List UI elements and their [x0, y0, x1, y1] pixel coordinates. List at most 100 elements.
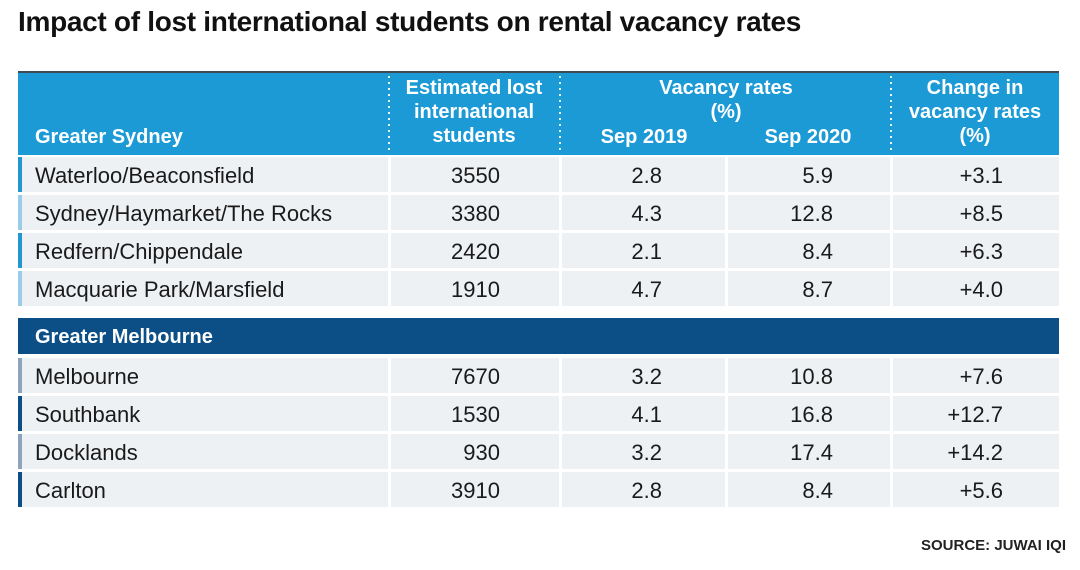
sydney-area-2: Redfern/Chippendale [35, 239, 243, 264]
melbourne-area-1: Southbank [35, 402, 141, 427]
row-gap [559, 396, 562, 431]
sydney-area-1: Sydney/Haymarket/The Rocks [35, 201, 332, 226]
row-gap [890, 434, 893, 469]
sydney-sep2020-0: 5.9 [802, 163, 833, 188]
melbourne-students-2: 930 [463, 440, 500, 465]
row-gap [559, 472, 562, 507]
header-students-0: Estimated lost [406, 77, 543, 99]
header-change-1: vacancy rates [909, 101, 1041, 123]
group-label-sydney: Greater Sydney [35, 126, 184, 148]
table-row-bg [22, 233, 1059, 268]
row-gap [388, 233, 391, 268]
sydney-students-3: 1910 [451, 277, 500, 302]
sydney-change-1: +8.5 [960, 201, 1003, 226]
row-gap [388, 396, 391, 431]
row-gap [890, 358, 893, 393]
row-marker [18, 472, 22, 507]
melbourne-change-1: +12.7 [947, 402, 1003, 427]
melbourne-change-2: +14.2 [947, 440, 1003, 465]
header-sep2019: Sep 2019 [601, 126, 688, 148]
row-gap [890, 157, 893, 192]
row-marker [18, 233, 22, 268]
row-gap [725, 157, 728, 192]
sydney-change-3: +4.0 [960, 277, 1003, 302]
row-gap [559, 157, 562, 192]
header-change-0: Change in [927, 77, 1024, 99]
melbourne-change-3: +5.6 [960, 478, 1003, 503]
sydney-students-0: 3550 [451, 163, 500, 188]
table-row-bg [22, 157, 1059, 192]
row-gap [890, 472, 893, 507]
row-marker [18, 358, 22, 393]
row-gap [388, 472, 391, 507]
sydney-change-0: +3.1 [960, 163, 1003, 188]
row-gap [388, 157, 391, 192]
sydney-area-0: Waterloo/Beaconsfield [35, 163, 254, 188]
row-gap [725, 358, 728, 393]
row-gap [890, 396, 893, 431]
table-row-bg [22, 195, 1059, 230]
row-gap [725, 271, 728, 306]
melbourne-area-2: Docklands [35, 440, 138, 465]
table-row-bg [22, 434, 1059, 469]
row-gap [559, 358, 562, 393]
row-marker [18, 434, 22, 469]
sydney-sep2019-2: 2.1 [631, 239, 662, 264]
row-gap [559, 233, 562, 268]
sydney-sep2019-0: 2.8 [631, 163, 662, 188]
melbourne-sep2019-3: 2.8 [631, 478, 662, 503]
melbourne-sep2020-3: 8.4 [802, 478, 833, 503]
sydney-sep2019-3: 4.7 [631, 277, 662, 302]
table-row-bg [22, 358, 1059, 393]
row-gap [559, 271, 562, 306]
source-note: SOURCE: JUWAI IQI [920, 537, 1066, 554]
header-change-2: (%) [959, 125, 990, 147]
row-gap [725, 434, 728, 469]
sydney-students-1: 3380 [451, 201, 500, 226]
melbourne-area-0: Melbourne [35, 364, 139, 389]
sydney-sep2020-3: 8.7 [802, 277, 833, 302]
table-row-bg [22, 472, 1059, 507]
row-gap [388, 358, 391, 393]
page-title: Impact of lost international students on… [18, 6, 802, 37]
row-gap [725, 472, 728, 507]
row-marker [18, 396, 22, 431]
sydney-header-bg [18, 71, 1059, 155]
row-gap [890, 271, 893, 306]
melbourne-sep2020-2: 17.4 [790, 440, 833, 465]
row-gap [890, 233, 893, 268]
sydney-sep2020-1: 12.8 [790, 201, 833, 226]
sydney-sep2020-2: 8.4 [802, 239, 833, 264]
header-students-2: students [432, 125, 515, 147]
row-gap [725, 396, 728, 431]
melbourne-change-0: +7.6 [960, 364, 1003, 389]
melbourne-students-0: 7670 [451, 364, 500, 389]
melbourne-header-bg [18, 318, 1059, 354]
row-gap [388, 195, 391, 230]
table-row-bg [22, 271, 1059, 306]
melbourne-sep2019-2: 3.2 [631, 440, 662, 465]
row-gap [388, 271, 391, 306]
header-sep2020: Sep 2020 [765, 126, 852, 148]
header-vacancy-1: (%) [710, 101, 741, 123]
melbourne-sep2020-0: 10.8 [790, 364, 833, 389]
header-top-rule [18, 71, 1059, 73]
melbourne-sep2019-1: 4.1 [631, 402, 662, 427]
row-marker [18, 157, 22, 192]
row-marker [18, 271, 22, 306]
row-gap [388, 434, 391, 469]
header-vacancy-0: Vacancy rates [659, 77, 792, 99]
sydney-students-2: 2420 [451, 239, 500, 264]
row-gap [559, 195, 562, 230]
sydney-sep2019-1: 4.3 [631, 201, 662, 226]
sydney-change-2: +6.3 [960, 239, 1003, 264]
table-row-bg [22, 396, 1059, 431]
group-label-melbourne: Greater Melbourne [35, 326, 213, 348]
row-marker [18, 195, 22, 230]
melbourne-sep2020-1: 16.8 [790, 402, 833, 427]
row-gap [725, 233, 728, 268]
row-gap [559, 434, 562, 469]
melbourne-sep2019-0: 3.2 [631, 364, 662, 389]
melbourne-students-1: 1530 [451, 402, 500, 427]
